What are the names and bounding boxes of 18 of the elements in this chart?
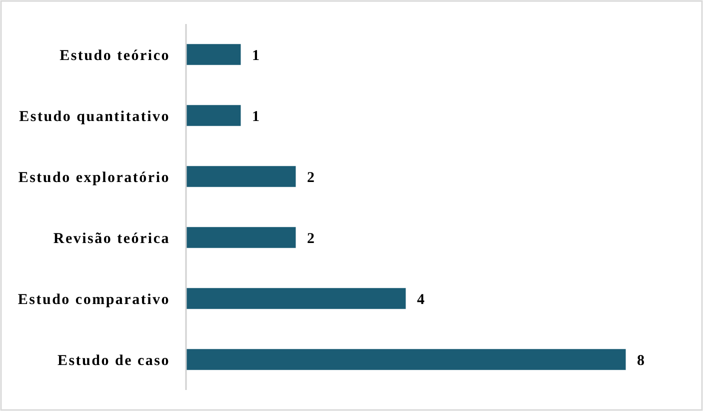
y-tick-label: Estudo comparativo [18,292,170,308]
y-tick-label: Estudo teórico [60,48,170,64]
data-label: 8 [637,352,644,369]
bar [186,44,242,66]
y-tick-label: Estudo quantitativo [19,108,170,125]
y-tick-label: Revisão teórica [53,230,170,247]
bar [186,288,406,310]
data-label: 2 [307,230,314,247]
bar [186,348,626,370]
y-tick-label: Estudo exploratório [18,170,170,186]
data-label: 1 [252,108,260,125]
bar [186,226,296,248]
bar [186,104,242,126]
data-label: 1 [252,48,260,64]
data-label: 2 [307,170,314,186]
data-label: 4 [417,292,425,308]
y-tick-label: Estudo de caso [57,352,170,369]
bar [186,166,296,188]
